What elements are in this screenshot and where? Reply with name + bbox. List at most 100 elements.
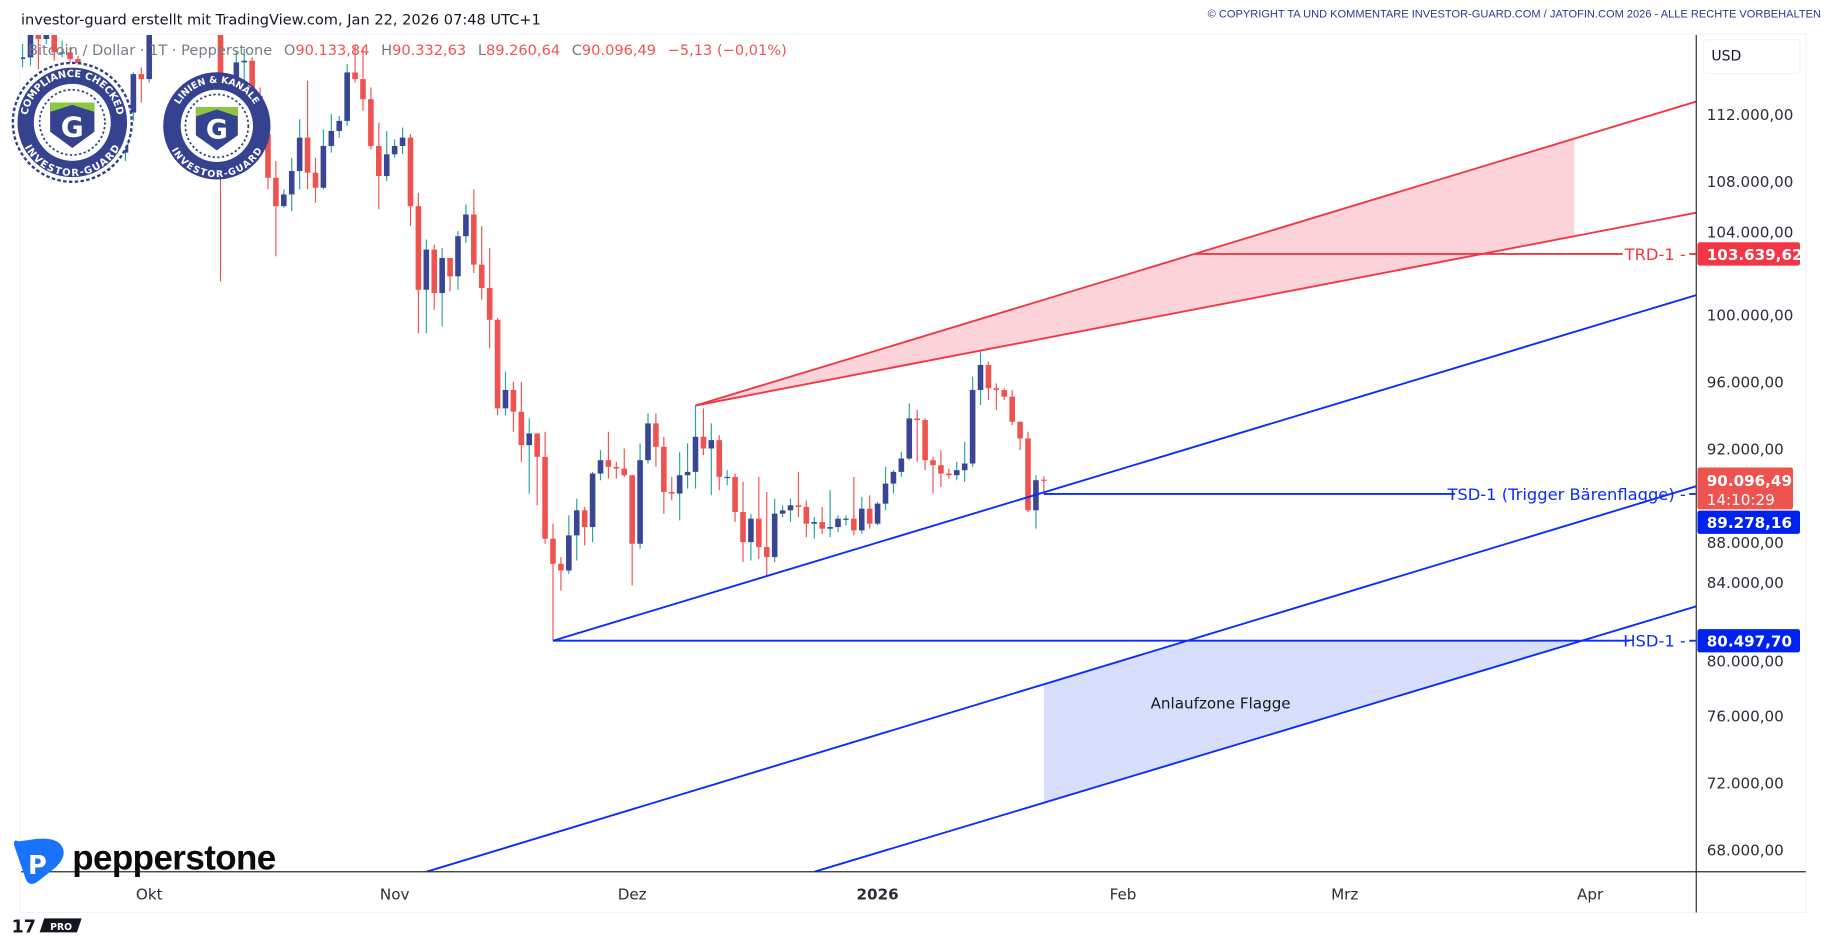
candle-body [748,518,754,543]
time-tick-label: Okt [136,886,163,904]
candle-body [59,52,65,54]
price-axis[interactable]: 112.000,00 108.000,00 104.000,00 100.000,00… [1707,106,1794,859]
candle [558,557,564,591]
candle [969,376,976,467]
candle [423,239,430,334]
badge-value: 89.278,16 [1707,514,1792,532]
candle [312,157,319,203]
candle-body [843,518,849,520]
seal-g-icon: G [206,115,228,146]
price-badge-hsd-1: 80.497,70 [1697,629,1801,653]
candle [1001,388,1008,401]
time-axis[interactable]: Okt Nov Dez 2026 Feb Mrz Apr [136,886,1604,904]
candle [779,505,786,518]
level-label-tsd-1: TSD-1 (Trigger Bärenflagge) - [1446,485,1685,504]
candle-body [288,171,295,195]
candle-body [851,518,857,531]
plot-area[interactable] [20,0,1697,872]
candle-body [502,389,509,409]
candle-body [1041,479,1047,481]
support-parallel-line-2[interactable] [813,605,1697,872]
candle [399,127,406,155]
support-trend-line[interactable] [552,294,1697,642]
candle-body [914,418,920,421]
candle [296,119,303,190]
candle [494,318,501,416]
legend-symbol: Bitcoin / Dollar · 1T · Pepperstone [28,42,272,59]
candle [1009,389,1015,426]
candle [795,471,802,518]
candle [661,436,667,514]
candle [756,476,762,559]
candle [376,122,382,210]
candle [605,431,612,479]
candle-body [668,491,675,494]
candle [740,481,746,563]
time-tick-label: 2026 [857,886,899,904]
candle-body [637,460,643,544]
tv-pro-label: PRO [50,922,72,933]
price-tick-label: 104.000,00 [1707,223,1794,241]
candle-body [621,468,628,476]
zone-label: Anlaufzone Flagge [1151,695,1291,713]
candle [368,87,374,150]
badge-bg [1697,510,1801,534]
candle [930,456,936,494]
candle [486,247,493,349]
candle [415,192,422,334]
candle-body [763,547,770,558]
legend-open-label: O [284,42,295,59]
candle-body [993,388,1000,390]
candle-body [692,436,699,472]
candle-body [146,34,153,80]
time-tick-label: Mrz [1331,886,1358,904]
candle [344,64,350,126]
candle-body [328,130,335,146]
candle [304,80,311,190]
candle [763,491,770,576]
candle-body [827,527,833,529]
candle-body [1009,396,1015,422]
price-tick-label: 92.000,00 [1707,440,1784,458]
candle-body [661,446,667,492]
resistance-lower-line[interactable] [695,211,1697,407]
candle [320,129,327,190]
candle [621,448,628,477]
candle [502,371,509,416]
candle-body [478,264,485,289]
candle-body [716,440,723,477]
candle [241,49,248,86]
candle-body [700,436,707,449]
candle [977,349,984,406]
candle [589,471,596,543]
candle [938,450,944,487]
candle [407,134,414,227]
candle-body [391,145,398,155]
candle-body [684,471,691,476]
support-parallel-line-1[interactable] [426,485,1697,872]
pepperstone-wordmark: pepperstone [72,838,276,877]
candle [629,475,635,586]
candle [20,44,26,68]
attribution-text: investor-guard erstellt mit TradingView.… [21,11,541,28]
candle [684,443,691,489]
candle-body [383,154,390,177]
candle-body [526,433,533,446]
seal-g-icon: G [61,110,84,143]
legend-high-value: 90.332,63 [392,42,466,59]
candle [645,413,651,464]
candle [1025,431,1031,512]
currency-button[interactable]: USD [1702,39,1801,75]
candle [526,418,533,494]
candle-body [455,236,461,277]
legend-low-value: 89.260,64 [486,42,560,59]
candle-body [613,466,620,469]
candle [724,470,730,486]
candle [510,381,517,432]
candle-body [1017,421,1023,439]
candle [953,461,960,481]
candle-body [724,476,730,479]
candle [771,498,778,563]
candle [478,226,485,300]
candle [827,490,833,538]
